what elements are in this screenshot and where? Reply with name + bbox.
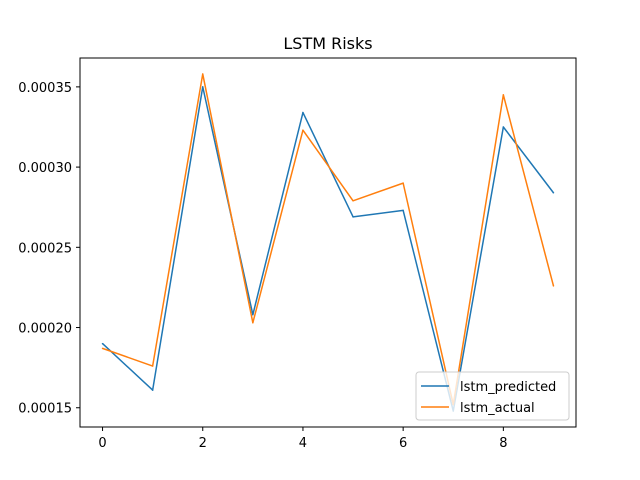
y-tick-label: 0.00035 [18, 81, 72, 96]
x-tick-label: 2 [199, 436, 207, 451]
plot-area [80, 58, 576, 427]
data-point-lstm-predicted [302, 111, 304, 114]
legend: lstm_predicted lstm_actual [415, 371, 570, 421]
legend-label-lstm-predicted: lstm_predicted [460, 380, 556, 395]
x-tick-label: 6 [399, 436, 407, 451]
data-point-lstm-predicted [502, 126, 505, 128]
plot-frame [79, 57, 577, 428]
data-point-lstm-actual [151, 365, 154, 367]
data-point-lstm-predicted [101, 342, 104, 345]
data-point-lstm-predicted [252, 313, 254, 316]
data-point-lstm-actual [101, 347, 104, 350]
x-tick-label: 8 [499, 436, 507, 451]
chart-title: LSTM Risks [283, 34, 372, 53]
data-point-lstm-predicted [402, 209, 404, 212]
data-point-lstm-actual [352, 200, 354, 202]
data-point-lstm-predicted [552, 192, 555, 194]
data-point-lstm-predicted [151, 389, 154, 391]
series-line-lstm-actual [102, 73, 555, 406]
data-point-lstm-predicted [352, 216, 354, 218]
data-point-lstm-predicted [201, 86, 204, 88]
data-point-lstm-actual [302, 129, 304, 131]
y-tick-label: 0.00025 [18, 241, 72, 256]
data-point-lstm-actual [502, 94, 505, 96]
y-tick-label: 0.00030 [18, 161, 72, 176]
data-point-lstm-actual [402, 182, 404, 184]
data-point-lstm-actual [552, 285, 555, 287]
y-tick-label: 0.00015 [18, 402, 72, 417]
x-tick-label: 4 [299, 436, 307, 451]
legend-box [415, 371, 570, 421]
x-tick-label: 0 [98, 436, 106, 451]
data-point-lstm-actual [201, 73, 204, 75]
data-point-lstm-actual [252, 321, 254, 324]
ticks-layer: 0 2 4 6 8 0.00015 0.00020 0.00025 0.00030 0.00035 [18, 81, 507, 451]
legend-label-lstm-actual: lstm_actual [460, 401, 535, 416]
series-layer [101, 73, 555, 412]
y-tick-label: 0.00020 [18, 322, 72, 337]
